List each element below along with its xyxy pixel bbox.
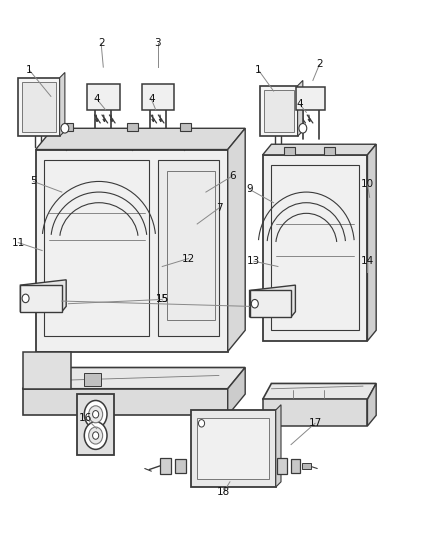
Polygon shape xyxy=(261,86,297,136)
Polygon shape xyxy=(35,150,228,352)
Text: 16: 16 xyxy=(79,413,92,423)
Text: 2: 2 xyxy=(98,38,104,48)
Polygon shape xyxy=(127,123,138,131)
Text: 5: 5 xyxy=(30,176,37,187)
Text: 4: 4 xyxy=(297,99,303,109)
Circle shape xyxy=(92,432,99,439)
Text: 14: 14 xyxy=(361,256,374,266)
Polygon shape xyxy=(324,147,335,155)
Text: 6: 6 xyxy=(229,171,235,181)
Polygon shape xyxy=(228,368,245,415)
Polygon shape xyxy=(250,285,295,317)
Polygon shape xyxy=(228,128,245,352)
Text: 12: 12 xyxy=(182,254,195,263)
Text: 4: 4 xyxy=(148,94,155,104)
Polygon shape xyxy=(20,285,62,312)
Text: 3: 3 xyxy=(155,38,161,48)
Polygon shape xyxy=(62,123,73,131)
Polygon shape xyxy=(291,459,300,473)
Circle shape xyxy=(22,294,29,303)
Polygon shape xyxy=(141,84,174,110)
Text: 7: 7 xyxy=(215,203,223,213)
Text: 10: 10 xyxy=(361,179,374,189)
Polygon shape xyxy=(158,160,219,336)
Polygon shape xyxy=(175,459,186,473)
Text: 4: 4 xyxy=(93,94,100,104)
Circle shape xyxy=(88,427,102,444)
Circle shape xyxy=(198,419,205,427)
Polygon shape xyxy=(35,128,245,150)
Polygon shape xyxy=(22,368,245,389)
Polygon shape xyxy=(21,82,56,132)
Text: 15: 15 xyxy=(155,294,169,304)
Polygon shape xyxy=(277,458,287,474)
Polygon shape xyxy=(191,410,276,487)
Circle shape xyxy=(61,124,69,133)
Text: 18: 18 xyxy=(217,488,230,497)
Circle shape xyxy=(84,422,107,449)
Polygon shape xyxy=(60,72,65,136)
Polygon shape xyxy=(250,290,291,317)
Text: 2: 2 xyxy=(316,60,323,69)
Bar xyxy=(197,418,269,479)
Polygon shape xyxy=(297,87,325,110)
Text: 1: 1 xyxy=(255,65,261,75)
Circle shape xyxy=(88,406,102,423)
Circle shape xyxy=(299,124,307,133)
Polygon shape xyxy=(263,399,367,426)
Polygon shape xyxy=(264,90,294,132)
Polygon shape xyxy=(22,389,228,415)
Polygon shape xyxy=(263,383,376,399)
Polygon shape xyxy=(263,155,367,341)
Bar xyxy=(84,373,101,386)
Polygon shape xyxy=(285,147,295,155)
Polygon shape xyxy=(18,78,60,136)
Polygon shape xyxy=(20,280,66,312)
Polygon shape xyxy=(22,352,71,389)
Circle shape xyxy=(251,300,258,308)
Text: 11: 11 xyxy=(11,238,25,247)
Polygon shape xyxy=(180,123,191,131)
Text: 1: 1 xyxy=(26,65,32,75)
Polygon shape xyxy=(367,144,376,341)
Polygon shape xyxy=(367,383,376,426)
Text: 9: 9 xyxy=(246,184,253,195)
Circle shape xyxy=(92,410,99,418)
Text: 17: 17 xyxy=(308,418,321,429)
Polygon shape xyxy=(160,458,171,474)
Text: 15: 15 xyxy=(155,294,169,304)
Polygon shape xyxy=(87,84,120,110)
Polygon shape xyxy=(263,144,376,155)
Polygon shape xyxy=(297,80,303,136)
Polygon shape xyxy=(77,394,114,455)
Circle shape xyxy=(84,400,107,428)
Polygon shape xyxy=(276,405,281,487)
Text: 13: 13 xyxy=(247,256,261,266)
Polygon shape xyxy=(302,463,311,469)
